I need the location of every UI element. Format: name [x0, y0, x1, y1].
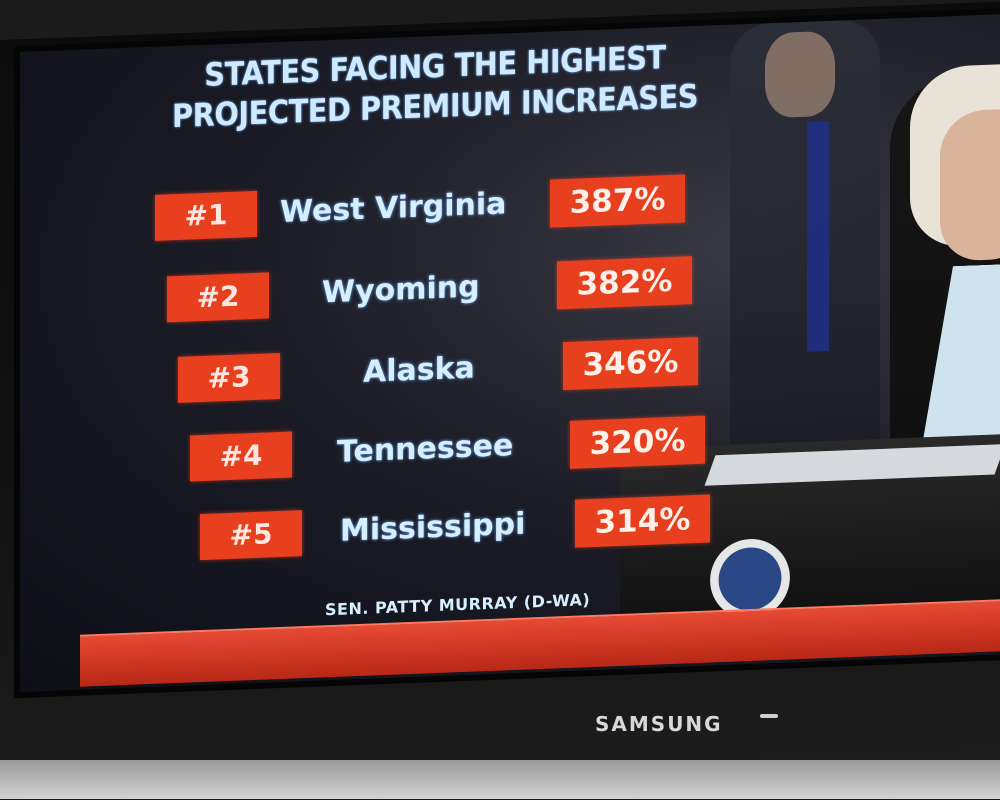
- state-name: Wyoming: [322, 269, 480, 311]
- tv-screen: STATES FACING THE HIGHEST PROJECTED PREM…: [20, 14, 1000, 693]
- rank-badge: #1: [155, 190, 257, 241]
- tv-brand-logo: SAMSUNG: [595, 712, 723, 736]
- rank-badge: #4: [190, 431, 292, 482]
- increase-badge: 314%: [575, 494, 710, 548]
- state-name: Alaska: [363, 350, 475, 390]
- rank-badge: #2: [167, 272, 269, 323]
- rank-badge: #5: [200, 510, 302, 561]
- power-indicator-icon: [760, 714, 778, 718]
- increase-badge: 382%: [557, 256, 692, 310]
- state-name: Mississippi: [340, 506, 526, 549]
- increase-badge: 387%: [550, 174, 685, 228]
- ranking-list: #1 West Virginia 387% #2 Wyoming 382% #3…: [20, 14, 1000, 692]
- state-name: West Virginia: [280, 186, 507, 231]
- tv-stand-surface: [0, 760, 1000, 799]
- increase-badge: 346%: [563, 336, 698, 391]
- state-name: Tennessee: [337, 428, 514, 470]
- increase-badge: 320%: [570, 415, 705, 469]
- rank-badge: #3: [178, 353, 280, 403]
